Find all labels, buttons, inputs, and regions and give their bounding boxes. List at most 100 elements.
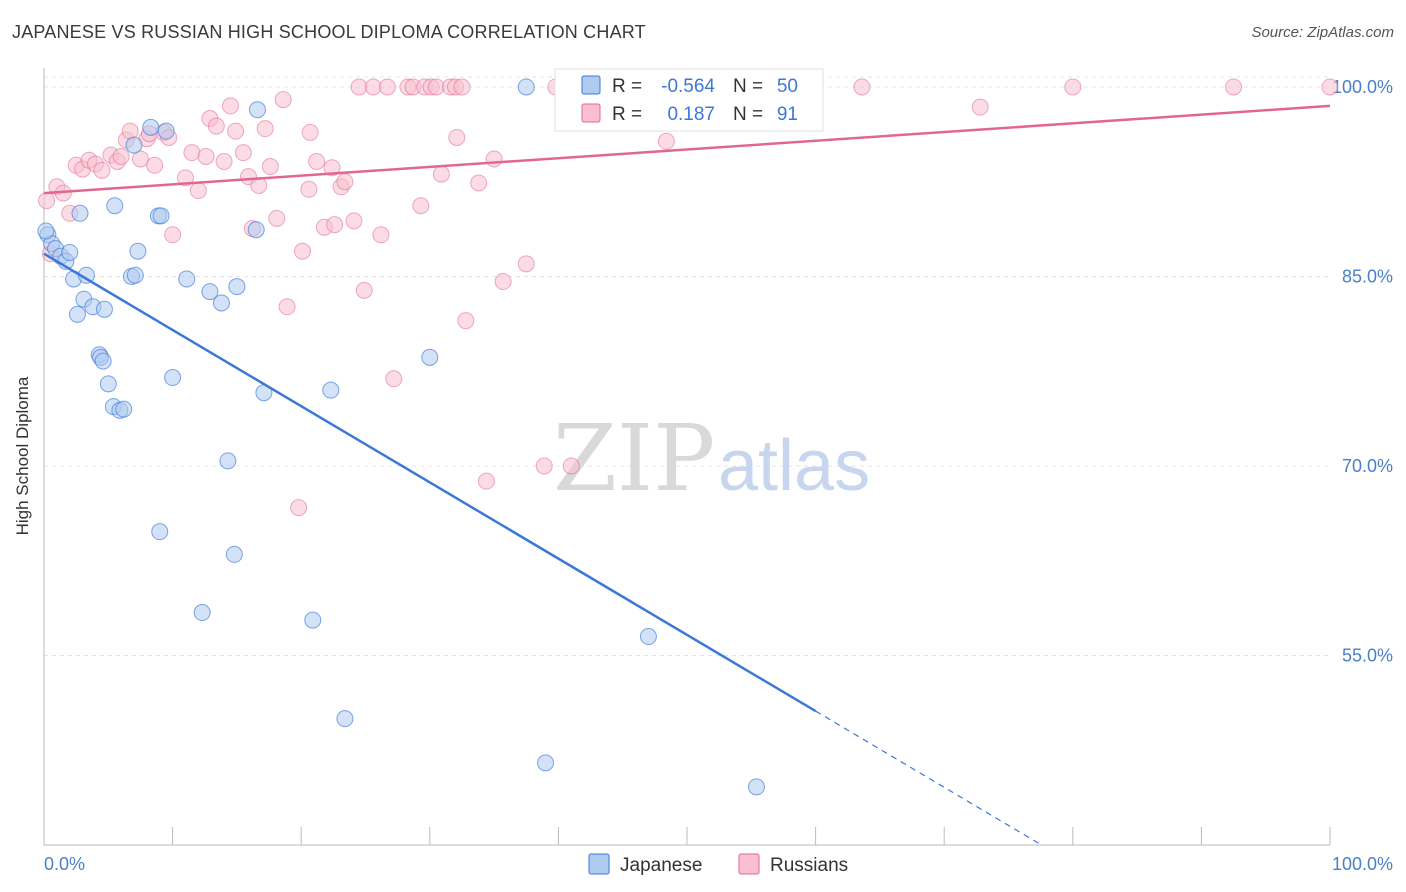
y-axis-label: High School Diploma <box>13 376 32 535</box>
trend-lines <box>43 104 1331 845</box>
russians-point <box>278 298 296 316</box>
russians-n-label: N = <box>733 104 763 125</box>
japanese-point <box>228 278 246 296</box>
russians-point <box>293 242 311 260</box>
russians-point <box>227 122 245 140</box>
russians-point <box>372 226 390 244</box>
japanese-point <box>178 270 196 288</box>
y-tick-labels: 55.0% 70.0% 85.0% 100.0% <box>1332 77 1393 666</box>
japanese-point <box>129 242 147 260</box>
japanese-point <box>126 266 144 284</box>
grid <box>44 76 1330 656</box>
japanese-point <box>37 222 55 240</box>
japanese-point <box>99 375 117 393</box>
japanese-point <box>157 122 175 140</box>
japanese-point <box>68 305 86 323</box>
japanese-point <box>61 243 79 261</box>
japanese-point <box>201 283 219 301</box>
x-ticks <box>43 827 1331 845</box>
bottom-legend-russians-swatch <box>738 853 760 875</box>
russians-point <box>535 457 553 475</box>
russians-point <box>323 159 341 177</box>
russians-point <box>477 472 495 490</box>
russians-point <box>189 182 207 200</box>
japanese-point <box>164 369 182 387</box>
russians-point <box>93 161 111 179</box>
japanese-point <box>421 348 439 366</box>
japanese-r-value: -0.564 <box>661 76 715 97</box>
japanese-point <box>639 628 657 646</box>
japanese-point <box>94 352 112 370</box>
japanese-point <box>151 523 169 541</box>
russians-trend-line <box>43 104 1331 195</box>
russians-point <box>350 78 368 96</box>
japanese-point <box>212 294 230 312</box>
russians-point <box>176 169 194 187</box>
russians-point <box>971 98 989 116</box>
russians-point <box>470 174 488 192</box>
watermark: ZIP atlas <box>553 405 870 512</box>
russians-swatch <box>581 103 601 123</box>
bottom-legend: Japanese Russians <box>588 853 848 876</box>
russians-point <box>1225 78 1243 96</box>
russians-point <box>345 212 363 230</box>
russians-point <box>378 78 396 96</box>
japanese-r-label: R = <box>612 76 642 97</box>
watermark-zip: ZIP <box>553 405 715 512</box>
russians-point <box>38 192 56 210</box>
russians-point <box>355 281 373 299</box>
bottom-legend-russians-label: Russians <box>770 855 848 876</box>
russians-point <box>364 78 382 96</box>
y-tick-label: 85.0% <box>1342 266 1393 286</box>
russians-point <box>131 150 149 168</box>
watermark-atlas: atlas <box>718 426 870 506</box>
y-tick-label: 55.0% <box>1342 645 1393 665</box>
russians-point <box>146 156 164 174</box>
japanese-point <box>304 611 322 629</box>
russians-point <box>494 273 512 291</box>
japanese-point <box>219 452 237 470</box>
japanese-point <box>115 400 133 418</box>
russians-point <box>301 123 319 141</box>
bottom-legend-japanese-label: Japanese <box>620 855 702 876</box>
japanese-point <box>537 754 555 772</box>
japanese-point <box>322 381 340 399</box>
japanese-point <box>747 778 765 796</box>
russians-point <box>412 197 430 215</box>
russians-point <box>853 78 871 96</box>
russians-point <box>112 147 130 165</box>
russians-point <box>453 78 471 96</box>
russians-point <box>215 152 233 170</box>
japanese-point <box>336 710 354 728</box>
japanese-point <box>152 207 170 225</box>
russians-point <box>326 216 344 234</box>
japanese-point <box>248 101 266 119</box>
japanese-trend-line <box>43 252 817 713</box>
russians-point <box>485 150 503 168</box>
russians-point <box>221 97 239 115</box>
japanese-point <box>247 221 265 239</box>
russians-point <box>274 91 292 109</box>
japanese-swatch <box>581 75 601 95</box>
japanese-point <box>71 204 89 222</box>
russians-point <box>1321 78 1339 96</box>
russians-point <box>385 370 403 388</box>
japanese-trend-extension <box>815 710 1041 845</box>
bottom-legend-japanese-swatch <box>588 853 610 875</box>
x-tick-label-max: 100.0% <box>1332 854 1393 874</box>
japanese-points <box>37 78 765 796</box>
russians-point <box>457 312 475 330</box>
japanese-point <box>517 78 535 96</box>
japanese-point <box>193 604 211 622</box>
russians-n-value: 91 <box>777 104 798 125</box>
russians-point <box>562 457 580 475</box>
russians-point <box>300 180 318 198</box>
russians-point <box>256 120 274 138</box>
japanese-point <box>125 136 143 154</box>
russians-point <box>207 117 225 135</box>
russians-r-label: R = <box>612 104 642 125</box>
russians-point <box>657 132 675 150</box>
russians-point <box>290 499 308 517</box>
russians-point <box>234 144 252 162</box>
japanese-point <box>225 545 243 563</box>
